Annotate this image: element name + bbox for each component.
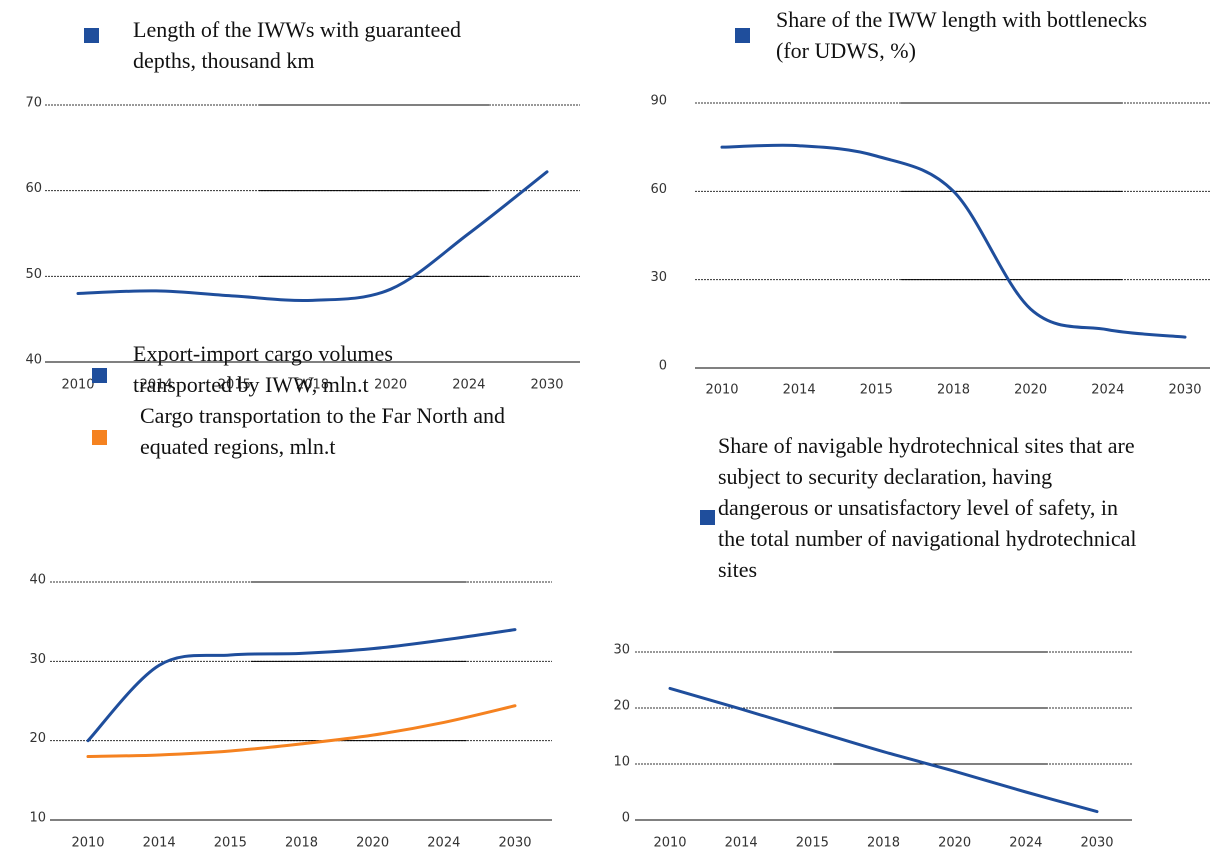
x-tick-label: 2020 (356, 836, 389, 851)
x-tick-label: 2018 (867, 836, 900, 851)
x-tick-label: 2024 (1009, 836, 1042, 851)
legend-label: Length of the IWWs with guaranteed depth… (133, 17, 462, 73)
line (720, 143, 1187, 339)
y-tick-label: 40 (29, 573, 46, 588)
x-tick-label: 2018 (937, 383, 970, 398)
x-tick-label: 2020 (374, 378, 407, 393)
y-tick-label: 0 (659, 359, 667, 374)
y-tick-label: 90 (650, 94, 667, 109)
x-tick-label: 2018 (285, 836, 318, 851)
x-tick-label: 2010 (705, 383, 738, 398)
x-tick-label: 2015 (796, 836, 829, 851)
x-tick-label: 2010 (71, 836, 104, 851)
x-tick-label: 2024 (1091, 383, 1124, 398)
line (86, 628, 517, 743)
legend-label: Cargo transportation to the Far North an… (140, 403, 505, 459)
x-tick-label: 2015 (860, 383, 893, 398)
x-tick-label: 2010 (653, 836, 686, 851)
y-tick-label: 30 (613, 643, 630, 658)
x-tick-label: 2015 (214, 836, 247, 851)
legend-swatch (92, 368, 107, 383)
y-tick-label: 70 (25, 96, 42, 111)
legend-label: Share of the IWW length with bottlenecks… (776, 7, 1148, 63)
x-tick-label: 2030 (1080, 836, 1113, 851)
x-tick-label: 2020 (1014, 383, 1047, 398)
x-tick-label: 2014 (783, 383, 816, 398)
legend-swatch (84, 28, 99, 43)
legend-swatch (92, 430, 107, 445)
x-tick-label: 2014 (725, 836, 758, 851)
y-tick-label: 60 (650, 182, 667, 197)
y-tick-label: 10 (613, 755, 630, 770)
line (76, 170, 549, 303)
legend-label: Share of navigable hydrotechnical sites … (718, 433, 1137, 582)
line (86, 704, 517, 759)
x-tick-label: 2030 (1168, 383, 1201, 398)
legend-label: Export-import cargo volumes transported … (133, 341, 393, 397)
x-tick-label: 2030 (498, 836, 531, 851)
x-tick-label: 2024 (452, 378, 485, 393)
legend-swatch (735, 28, 750, 43)
x-tick-label: 2018 (296, 378, 329, 393)
x-tick-label: 2024 (427, 836, 460, 851)
x-tick-label: 2030 (530, 378, 563, 393)
x-tick-label: 2020 (938, 836, 971, 851)
y-tick-label: 20 (613, 699, 630, 714)
y-tick-label: 30 (650, 270, 667, 285)
y-tick-label: 60 (25, 181, 42, 196)
x-tick-label: 2014 (143, 836, 176, 851)
y-tick-label: 50 (25, 267, 42, 282)
y-tick-label: 30 (29, 652, 46, 667)
y-tick-label: 20 (29, 731, 46, 746)
y-tick-label: 10 (29, 811, 46, 826)
y-tick-label: 40 (25, 353, 42, 368)
x-tick-label: 2015 (218, 378, 251, 393)
legend-swatch (700, 510, 715, 525)
x-tick-label: 2014 (140, 378, 173, 393)
y-tick-label: 0 (622, 811, 630, 826)
line (668, 686, 1099, 814)
x-tick-label: 2010 (61, 378, 94, 393)
